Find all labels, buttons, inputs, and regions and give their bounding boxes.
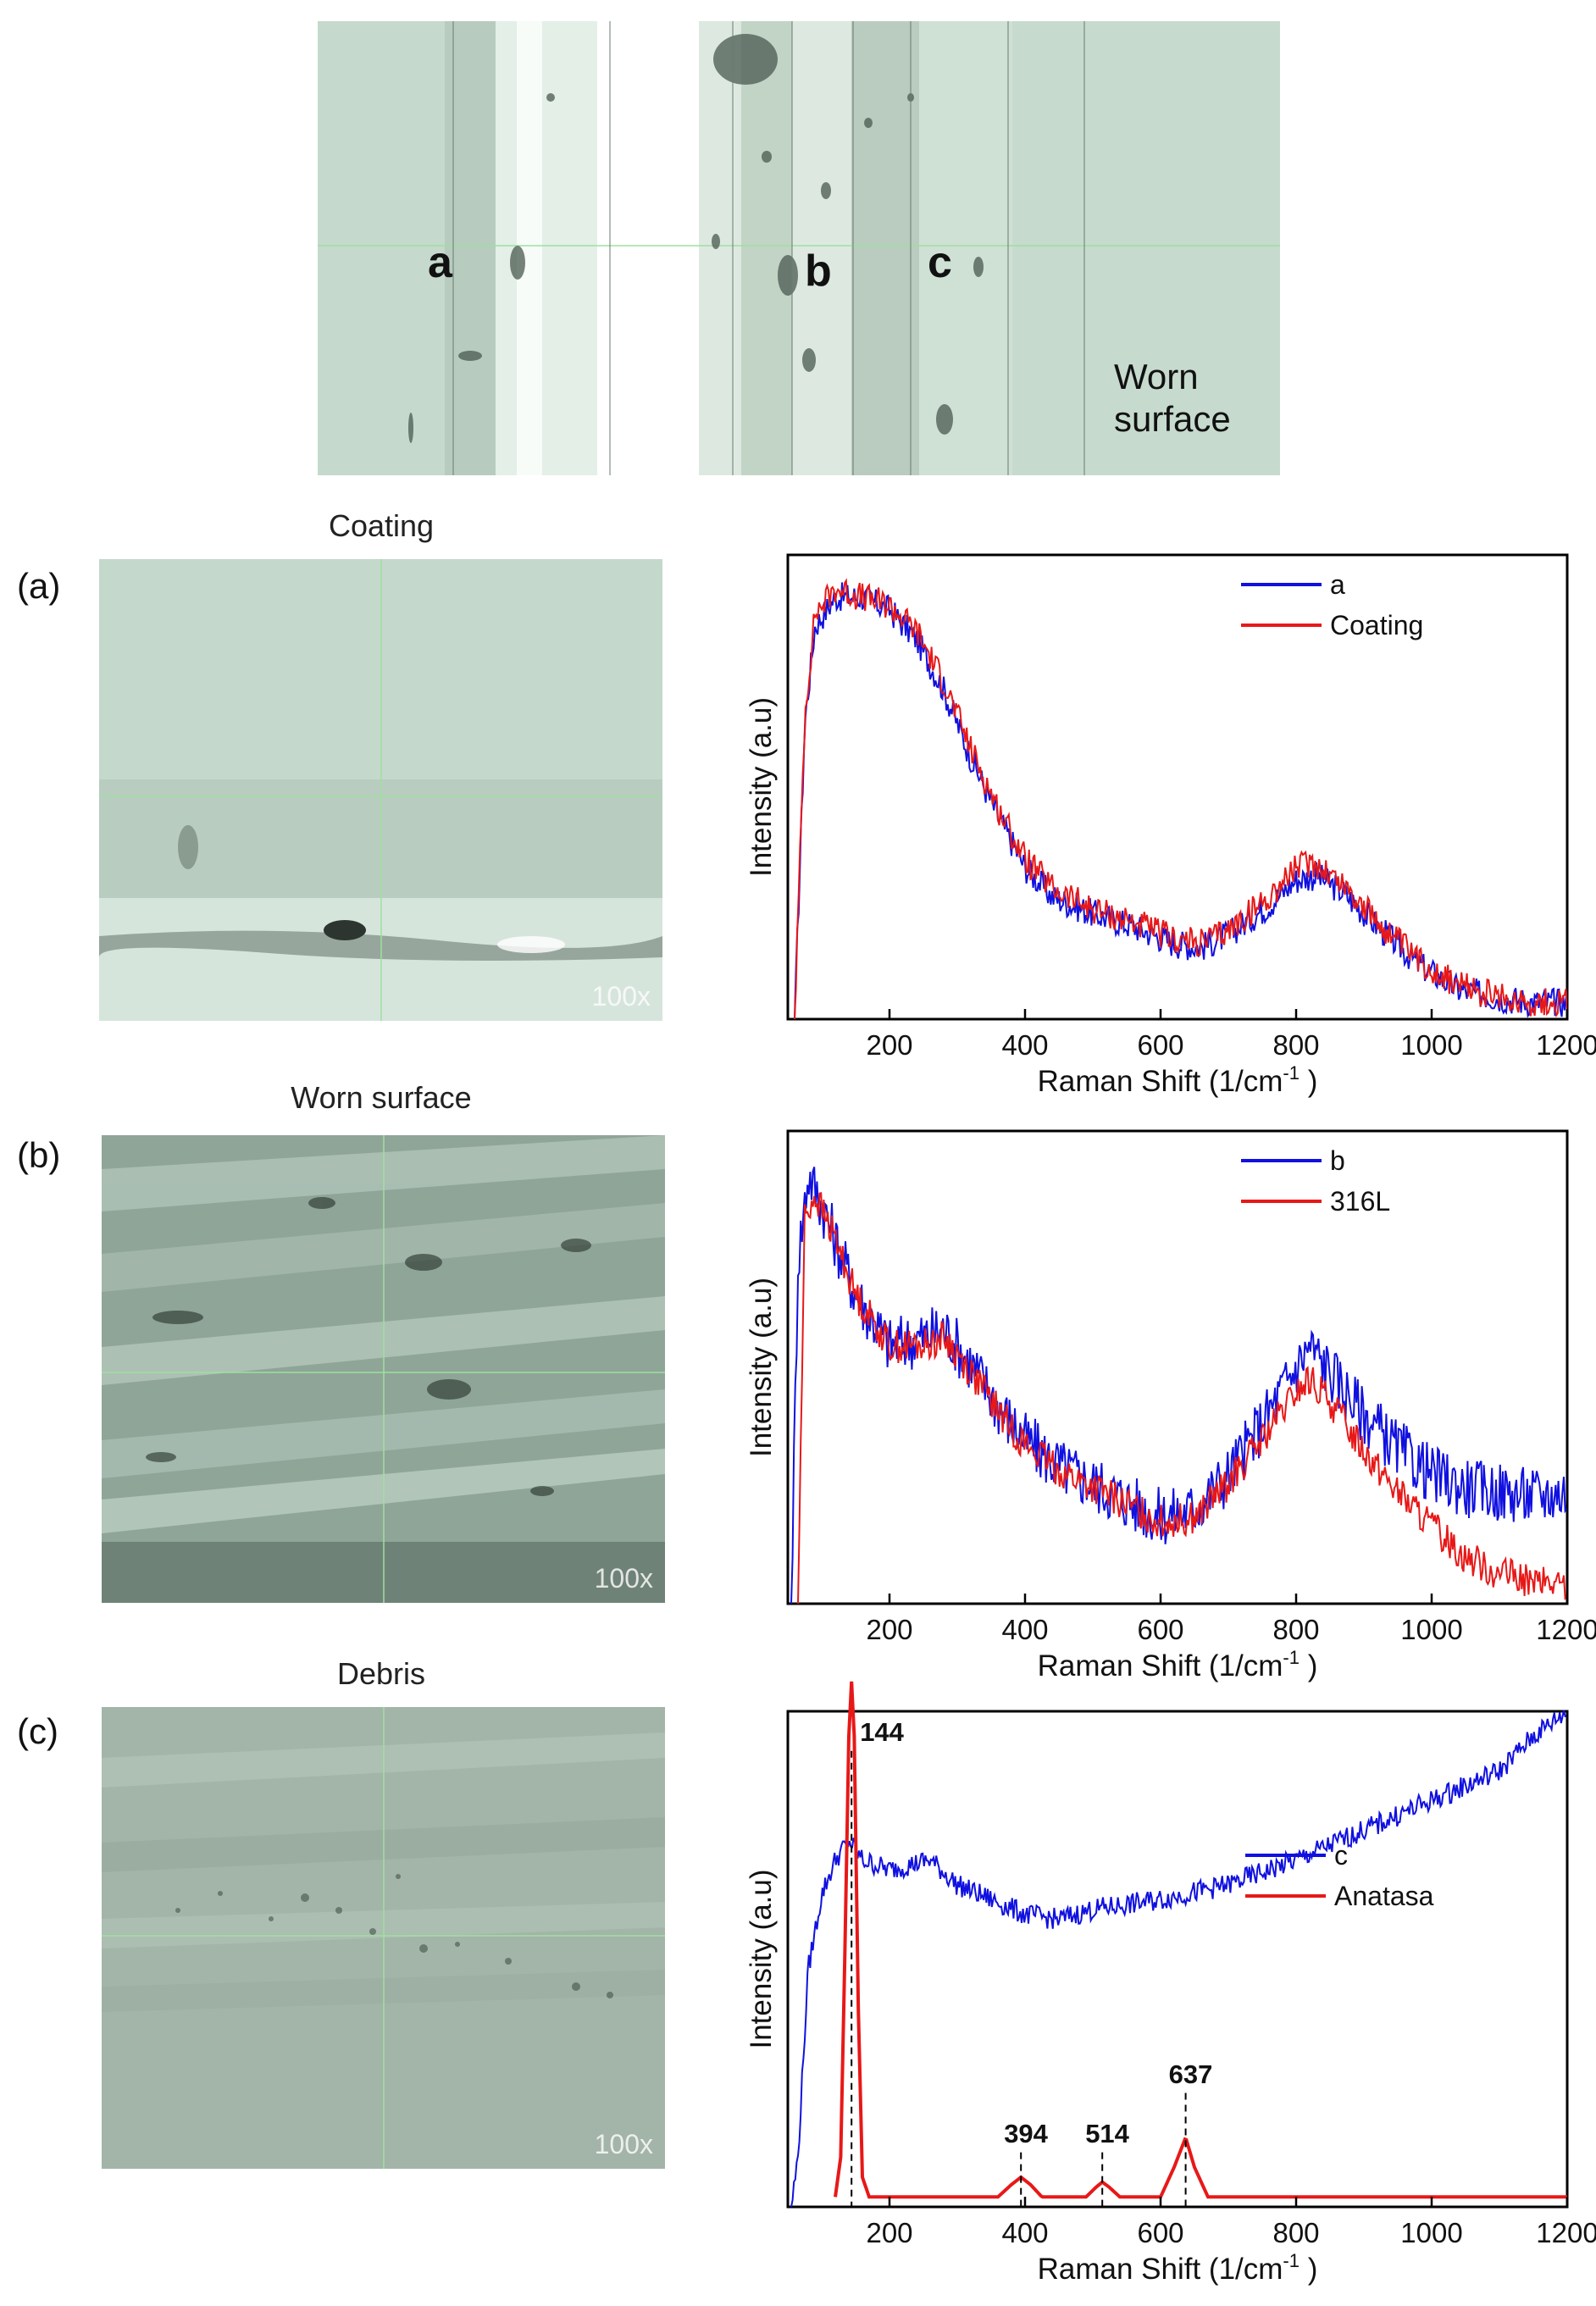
chart-svg: 144 394 514 637 200 400 600 800 1000 1200 Raman Sh… bbox=[745, 1681, 1596, 2286]
panel-a-label: (a) bbox=[17, 566, 61, 606]
panel-c-title: Debris bbox=[336, 1656, 426, 1691]
worn-surface-label: Worn surface bbox=[1114, 356, 1231, 441]
x-axis-label: Raman Shift (1/cm-1 ) bbox=[1038, 1062, 1318, 1098]
worn-surface-label-line2: surface bbox=[1114, 399, 1231, 440]
panel-b-title: Worn surface bbox=[291, 1080, 472, 1115]
series-line-c bbox=[790, 1710, 1567, 2207]
x-tick-label: 200 bbox=[866, 2217, 912, 2248]
x-tick-label: 800 bbox=[1272, 2217, 1319, 2248]
x-tick-label: 1000 bbox=[1400, 1029, 1462, 1061]
magnification-label: 100x bbox=[594, 1563, 653, 1594]
worn-surface-micrograph: 100x bbox=[102, 1135, 665, 1603]
x-tick-label: 1200 bbox=[1536, 2217, 1596, 2248]
x-tick-label: 400 bbox=[1001, 2217, 1048, 2248]
raman-chart-a: 200 400 600 800 1000 1200 Raman Shift (1/cm-1 … bbox=[703, 542, 1596, 1118]
plot-frame bbox=[786, 553, 1569, 1021]
panel-c-label: (c) bbox=[17, 1711, 58, 1751]
x-tick-label: 1200 bbox=[1536, 1614, 1596, 1645]
point-label-a: a bbox=[428, 238, 452, 287]
y-axis-label: Intensity (a.u) bbox=[745, 697, 778, 877]
peak-label-637: 637 bbox=[1169, 2059, 1213, 2089]
series-line-coating bbox=[794, 578, 1567, 1019]
x-axis-label: Raman Shift (1/cm-1 ) bbox=[1038, 1647, 1318, 1682]
x-tick-label: 200 bbox=[866, 1614, 912, 1645]
magnification-label: 100x bbox=[594, 2129, 653, 2159]
worn-surface-label-line1: Worn bbox=[1114, 357, 1199, 396]
plot-frame bbox=[786, 1129, 1569, 1605]
peak-label-514: 514 bbox=[1085, 2119, 1129, 2148]
x-tick-label: 600 bbox=[1137, 2217, 1183, 2248]
peak-label-394: 394 bbox=[1004, 2119, 1048, 2148]
chart-svg: 200 400 600 800 1000 1200 Raman Shift (1/cm-1 … bbox=[745, 1129, 1596, 1682]
legend-label-b: b bbox=[1330, 1145, 1345, 1176]
debris-micrograph: 100x bbox=[102, 1707, 665, 2169]
series-line-a bbox=[794, 582, 1567, 1019]
x-tick-label: 1000 bbox=[1400, 2217, 1462, 2248]
magnification-label: 100x bbox=[591, 981, 651, 1012]
point-label-b: b bbox=[805, 247, 832, 296]
x-tick-label: 600 bbox=[1137, 1029, 1183, 1061]
series-line-anatasa bbox=[834, 1681, 1567, 2199]
x-tick-label: 600 bbox=[1137, 1614, 1183, 1645]
legend-label-coating: Coating bbox=[1330, 610, 1423, 640]
raman-chart-b: 200 400 600 800 1000 1200 Raman Shift (1/cm-1 … bbox=[703, 1118, 1596, 1703]
x-tick-label: 800 bbox=[1272, 1614, 1319, 1645]
raman-chart-c: 144 394 514 637 200 400 600 800 1000 1200 Raman Sh… bbox=[703, 1681, 1596, 2302]
chart-svg: 200 400 600 800 1000 1200 Raman Shift (1/cm-1 … bbox=[745, 553, 1596, 1098]
panel-b-label: (b) bbox=[17, 1135, 61, 1175]
x-tick-label: 200 bbox=[866, 1029, 912, 1061]
plot-frame bbox=[786, 1710, 1569, 2209]
point-label-c: c bbox=[928, 238, 952, 287]
legend-label-anatasa: Anatasa bbox=[1334, 1881, 1434, 1911]
x-tick-label: 400 bbox=[1001, 1614, 1048, 1645]
legend-label-316l: 316L bbox=[1330, 1186, 1390, 1217]
x-tick-label: 800 bbox=[1272, 1029, 1319, 1061]
x-tick-label: 400 bbox=[1001, 1029, 1048, 1061]
x-axis-label: Raman Shift (1/cm-1 ) bbox=[1038, 2250, 1318, 2286]
coating-micrograph: 100x bbox=[99, 559, 662, 1021]
y-axis-label: Intensity (a.u) bbox=[745, 1869, 778, 2048]
y-axis-label: Intensity (a.u) bbox=[745, 1278, 778, 1457]
panel-a-title: Coating bbox=[328, 508, 435, 543]
x-tick-label: 1200 bbox=[1536, 1029, 1596, 1061]
x-tick-label: 1000 bbox=[1400, 1614, 1462, 1645]
legend-label-a: a bbox=[1330, 569, 1345, 600]
peak-label-144: 144 bbox=[860, 1717, 904, 1747]
legend-label-c: c bbox=[1334, 1840, 1348, 1871]
series-line-316l bbox=[797, 1192, 1567, 1604]
worn-track-overview-image: a b c Worn surface bbox=[318, 21, 1280, 475]
